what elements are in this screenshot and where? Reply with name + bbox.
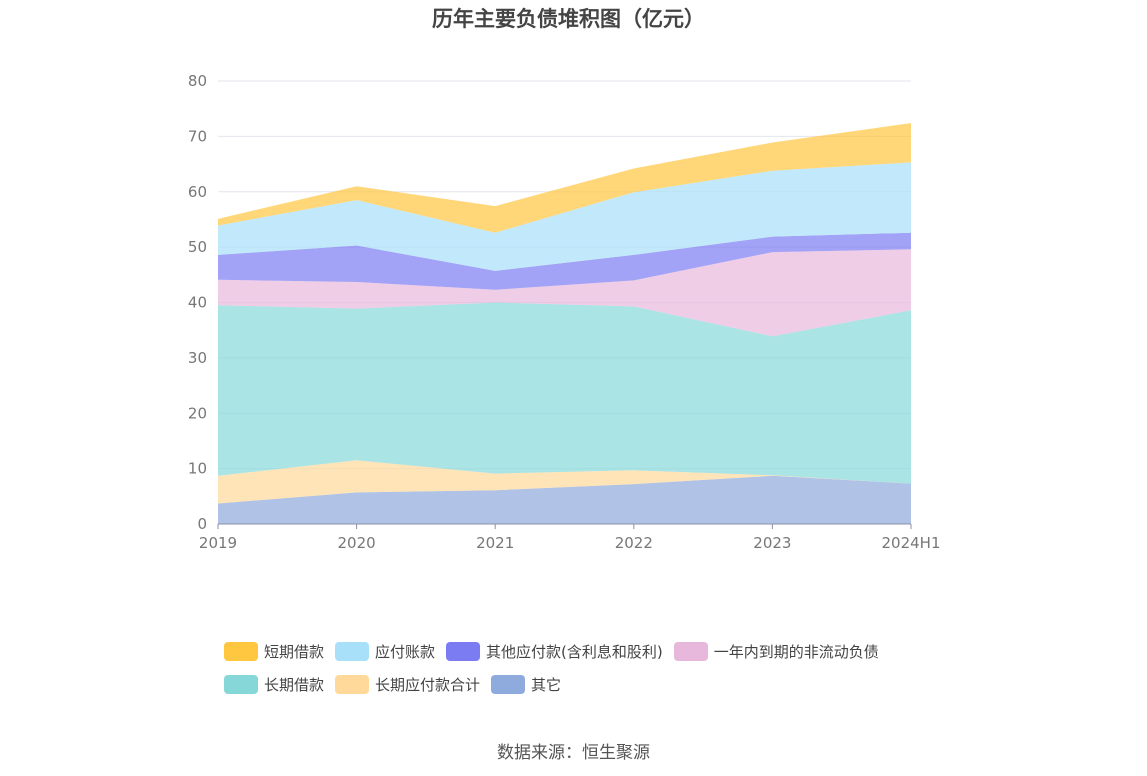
area-series-4[interactable]	[218, 232, 911, 290]
x-tick-label: 2021	[476, 534, 514, 552]
x-tick-label: 2023	[753, 534, 791, 552]
y-tick-label: 10	[188, 460, 207, 478]
area-series-0[interactable]	[218, 475, 911, 524]
legend-label: 长期应付款合计	[375, 675, 481, 694]
area-series-3[interactable]	[218, 249, 911, 337]
legend-item[interactable]: 长期应付款合计	[335, 673, 480, 695]
x-tick-label: 2019	[199, 534, 237, 552]
legend-swatch	[224, 674, 258, 694]
x-tick-label: 2020	[338, 534, 376, 552]
y-tick-label: 20	[188, 404, 207, 422]
legend-swatch	[491, 674, 526, 694]
axes: 0 10 20 30 40 50 60 70 80 2019 2020 2021 2022 2023 202…	[188, 72, 941, 552]
legend-item[interactable]: 应付账款	[335, 640, 435, 662]
legend-swatch	[673, 641, 708, 661]
legend-item[interactable]: 一年内到期的非流动负债	[673, 640, 879, 662]
area-series-5[interactable]	[218, 162, 911, 271]
area-series-2[interactable]	[218, 302, 911, 484]
legend-swatch	[335, 674, 370, 694]
legend: 短期借款 应付账款 其他应付款(含利息和股利) 一年内到期的非流动负债长期借款 长期应付…	[224, 640, 984, 706]
legend-item[interactable]: 其它	[491, 673, 561, 695]
y-tick-label: 80	[188, 72, 207, 90]
legend-swatch	[224, 641, 258, 661]
data-source-note: 数据来源：恒生聚源	[497, 743, 650, 763]
legend-label: 其它	[531, 675, 562, 694]
y-tick-label: 70	[188, 127, 207, 145]
legend-label: 其他应付款(含利息和股利)	[486, 642, 663, 661]
y-tick-label: 60	[188, 183, 207, 201]
x-tick-label: 2024H1	[882, 534, 941, 552]
legend-label: 应付账款	[375, 642, 436, 661]
legend-label: 一年内到期的非流动负债	[713, 642, 879, 661]
chart-title: 历年主要负债堆积图（亿元）	[432, 7, 705, 31]
legend-label: 短期借款	[264, 642, 325, 661]
y-tick-label: 50	[188, 238, 207, 256]
y-tick-label: 40	[188, 294, 207, 312]
x-tick-label: 2022	[615, 534, 653, 552]
area-series-layer	[218, 123, 911, 524]
y-tick-label: 0	[197, 515, 207, 533]
legend-label: 长期借款	[264, 675, 325, 694]
legend-swatch	[446, 641, 481, 661]
legend-item[interactable]: 长期借款	[224, 673, 324, 695]
legend-item[interactable]: 短期借款	[224, 640, 324, 662]
legend-swatch	[335, 641, 370, 661]
legend-item[interactable]: 其他应付款(含利息和股利)	[446, 640, 663, 662]
area-series-6[interactable]	[218, 123, 911, 233]
y-tick-label: 30	[188, 349, 207, 367]
area-series-1[interactable]	[218, 460, 911, 504]
